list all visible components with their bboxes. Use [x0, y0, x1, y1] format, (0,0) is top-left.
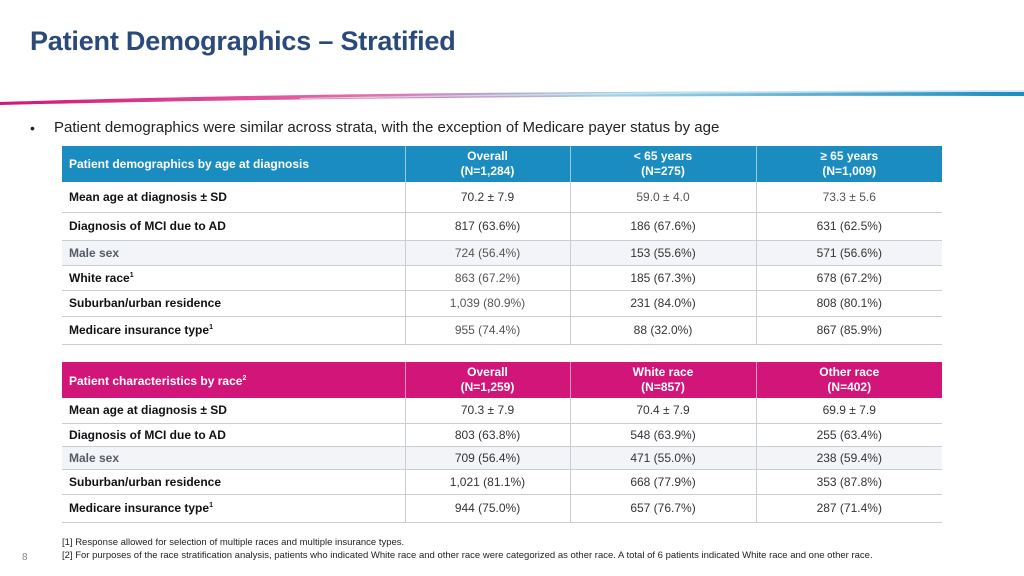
- table-header-label: Patient characteristics by race2: [62, 362, 405, 398]
- table-row: Medicare insurance type1 944 (75.0%) 657…: [62, 494, 942, 523]
- page-number: 8: [22, 552, 28, 563]
- cell: 709 (56.4%): [404, 446, 570, 470]
- header-swoosh-graphic: [0, 90, 1024, 105]
- cell: 955 (74.4%): [404, 316, 570, 345]
- column-header-other-race: Other race (N=402): [755, 362, 942, 398]
- race-characteristics-table: Patient characteristics by race2 Overall…: [62, 362, 942, 523]
- table-header-row: Patient demographics by age at diagnosis…: [62, 146, 942, 182]
- cell: 70.3 ± 7.9: [404, 398, 570, 424]
- cell: 70.2 ± 7.9: [404, 182, 570, 213]
- table-header-label: Patient demographics by age at diagnosis: [62, 146, 405, 182]
- cell: 1,021 (81.1%): [404, 469, 570, 495]
- cell: 863 (67.2%): [404, 265, 570, 291]
- cell: 185 (67.3%): [569, 265, 756, 291]
- cell: 808 (80.1%): [755, 290, 942, 317]
- cell: 70.4 ± 7.9: [569, 398, 756, 424]
- table-row: Medicare insurance type1 955 (74.4%) 88 …: [62, 316, 942, 345]
- cell: 631 (62.5%): [755, 212, 942, 241]
- age-demographics-table: Patient demographics by age at diagnosis…: [62, 146, 942, 345]
- bullet-dot: •: [30, 119, 35, 136]
- cell: 803 (63.8%): [404, 423, 570, 447]
- cell: 153 (55.6%): [569, 240, 756, 266]
- cell: 724 (56.4%): [404, 240, 570, 266]
- cell: 231 (84.0%): [569, 290, 756, 317]
- row-label: Diagnosis of MCI due to AD: [62, 212, 405, 241]
- cell: 571 (56.6%): [755, 240, 942, 266]
- column-header-overall: Overall (N=1,259): [404, 362, 570, 398]
- summary-text: Patient demographics were similar across…: [54, 119, 720, 136]
- cell: 678 (67.2%): [755, 265, 942, 291]
- cell: 657 (76.7%): [569, 494, 756, 523]
- cell: 867 (85.9%): [755, 316, 942, 345]
- cell: 255 (63.4%): [755, 423, 942, 447]
- table-row: Mean age at diagnosis ± SD 70.3 ± 7.9 70…: [62, 398, 942, 424]
- table-row: Mean age at diagnosis ± SD 70.2 ± 7.9 59…: [62, 182, 942, 213]
- slide-title: Patient Demographics – Stratified: [30, 26, 456, 56]
- row-label: Medicare insurance type1: [62, 316, 405, 345]
- cell: 1,039 (80.9%): [404, 290, 570, 317]
- row-label: Medicare insurance type1: [62, 494, 405, 523]
- table-row: Male sex 724 (56.4%) 153 (55.6%) 571 (56…: [62, 240, 942, 266]
- cell: 73.3 ± 5.6: [755, 182, 942, 213]
- table-row: Suburban/urban residence 1,039 (80.9%) 2…: [62, 290, 942, 317]
- summary-bullet: • Patient demographics were similar acro…: [30, 119, 719, 136]
- table-header-row: Patient characteristics by race2 Overall…: [62, 362, 942, 398]
- table-row: White race1 863 (67.2%) 185 (67.3%) 678 …: [62, 265, 942, 291]
- cell: 471 (55.0%): [569, 446, 756, 470]
- column-header-under-65: < 65 years (N=275): [569, 146, 756, 182]
- row-label: White race1: [62, 265, 405, 291]
- table-row: Suburban/urban residence 1,021 (81.1%) 6…: [62, 469, 942, 495]
- footnote-1: [1] Response allowed for selection of mu…: [62, 537, 405, 548]
- row-label: Diagnosis of MCI due to AD: [62, 423, 405, 447]
- cell: 668 (77.9%): [569, 469, 756, 495]
- column-header-overall: Overall (N=1,284): [404, 146, 570, 182]
- table-row: Diagnosis of MCI due to AD 803 (63.8%) 5…: [62, 423, 942, 447]
- cell: 186 (67.6%): [569, 212, 756, 241]
- row-label: Suburban/urban residence: [62, 290, 405, 317]
- footnotes: [1] Response allowed for selection of mu…: [62, 536, 873, 562]
- column-header-white-race: White race (N=857): [569, 362, 756, 398]
- cell: 88 (32.0%): [569, 316, 756, 345]
- table-row: Male sex 709 (56.4%) 471 (55.0%) 238 (59…: [62, 446, 942, 470]
- cell: 287 (71.4%): [755, 494, 942, 523]
- cell: 59.0 ± 4.0: [569, 182, 756, 213]
- cell: 817 (63.6%): [404, 212, 570, 241]
- cell: 944 (75.0%): [404, 494, 570, 523]
- table-row: Diagnosis of MCI due to AD 817 (63.6%) 1…: [62, 212, 942, 241]
- footnote-2: [2] For purposes of the race stratificat…: [62, 550, 873, 561]
- row-label: Male sex: [62, 446, 405, 470]
- cell: 69.9 ± 7.9: [755, 398, 942, 424]
- row-label: Suburban/urban residence: [62, 469, 405, 495]
- cell: 548 (63.9%): [569, 423, 756, 447]
- row-label: Mean age at diagnosis ± SD: [62, 182, 405, 213]
- row-label: Mean age at diagnosis ± SD: [62, 398, 405, 424]
- row-label: Male sex: [62, 240, 405, 266]
- column-header-65-plus: ≥ 65 years (N=1,009): [755, 146, 942, 182]
- cell: 353 (87.8%): [755, 469, 942, 495]
- cell: 238 (59.4%): [755, 446, 942, 470]
